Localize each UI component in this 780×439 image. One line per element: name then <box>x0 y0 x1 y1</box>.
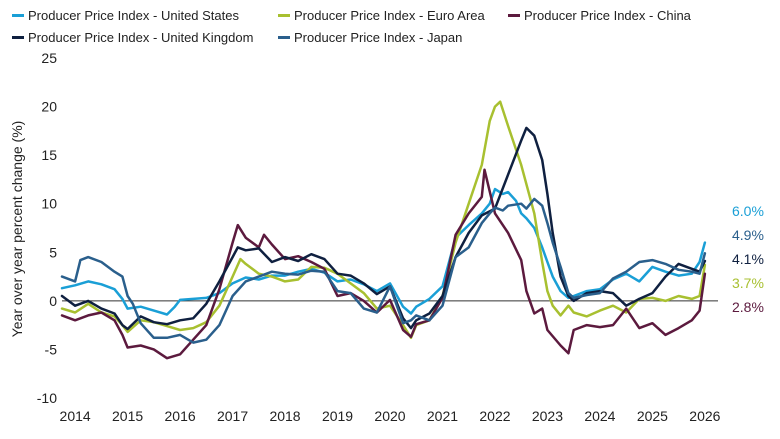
series-line-japan <box>60 197 707 344</box>
series-line-china <box>60 168 707 360</box>
y-tick-label: 20 <box>41 99 57 115</box>
y-tick-label: 0 <box>49 293 57 309</box>
legend-label: Producer Price Index - United Kingdom <box>28 30 253 45</box>
y-tick-label: -5 <box>45 341 58 357</box>
end-label-japan: 4.9% <box>732 227 764 243</box>
legend-entry-euro-area: Producer Price Index - Euro Area <box>278 8 486 23</box>
legend-label: Producer Price Index - China <box>524 8 692 23</box>
y-tick-label: 10 <box>41 196 57 212</box>
end-label-euro-area: 3.7% <box>732 275 764 291</box>
x-tick-label: 2017 <box>217 408 248 424</box>
legend-swatch <box>508 14 520 17</box>
legend-swatch <box>278 14 290 17</box>
series-line-united-kingdom <box>60 126 707 331</box>
x-tick-label: 2015 <box>112 408 143 424</box>
x-tick-label: 2019 <box>322 408 353 424</box>
legend-label: Producer Price Index - Euro Area <box>294 8 486 23</box>
legend-label: Producer Price Index - Japan <box>294 30 462 45</box>
legend-entry-japan: Producer Price Index - Japan <box>278 30 462 45</box>
x-axis: 2014 2015 2016 2017 2018 2019 2020 2021 2022 2023… <box>60 408 721 424</box>
x-tick-label: 2016 <box>165 408 196 424</box>
legend-swatch <box>12 36 24 39</box>
legend-label: Producer Price Index - United States <box>28 8 239 23</box>
legend-swatch <box>12 14 24 17</box>
x-tick-label: 2020 <box>374 408 405 424</box>
x-tick-label: 2014 <box>60 408 91 424</box>
x-tick-label: 2021 <box>427 408 458 424</box>
series-line-united-states <box>60 187 707 316</box>
legend-entry-united-kingdom: Producer Price Index - United Kingdom <box>12 30 253 45</box>
end-label-united-kingdom: 4.1% <box>732 251 764 267</box>
legend-entry-china: Producer Price Index - China <box>508 8 692 23</box>
y-tick-label: 25 <box>41 50 57 66</box>
plot-area <box>60 100 707 360</box>
legend-swatch <box>278 36 290 39</box>
x-tick-label: 2018 <box>269 408 300 424</box>
x-tick-label: 2022 <box>479 408 510 424</box>
y-axis: -10 -5 0 5 10 15 20 25 <box>37 50 718 406</box>
x-tick-label: 2025 <box>637 408 668 424</box>
y-tick-label: -10 <box>37 390 57 406</box>
y-axis-title: Year over year percent change (%) <box>9 121 25 338</box>
legend-entry-united-states: Producer Price Index - United States <box>12 8 239 23</box>
x-tick-label: 2026 <box>689 408 720 424</box>
chart-legend: Producer Price Index - United States Pro… <box>12 8 692 45</box>
y-tick-label: 15 <box>41 147 57 163</box>
series-line-euro-area <box>60 100 707 340</box>
end-label-united-states: 6.0% <box>732 203 764 219</box>
y-tick-label: 5 <box>49 244 57 260</box>
end-value-labels: 6.0% 4.9% 4.1% 3.7% 2.8% <box>732 203 764 315</box>
x-tick-label: 2024 <box>584 408 615 424</box>
end-label-china: 2.8% <box>732 299 764 315</box>
x-tick-label: 2023 <box>532 408 563 424</box>
